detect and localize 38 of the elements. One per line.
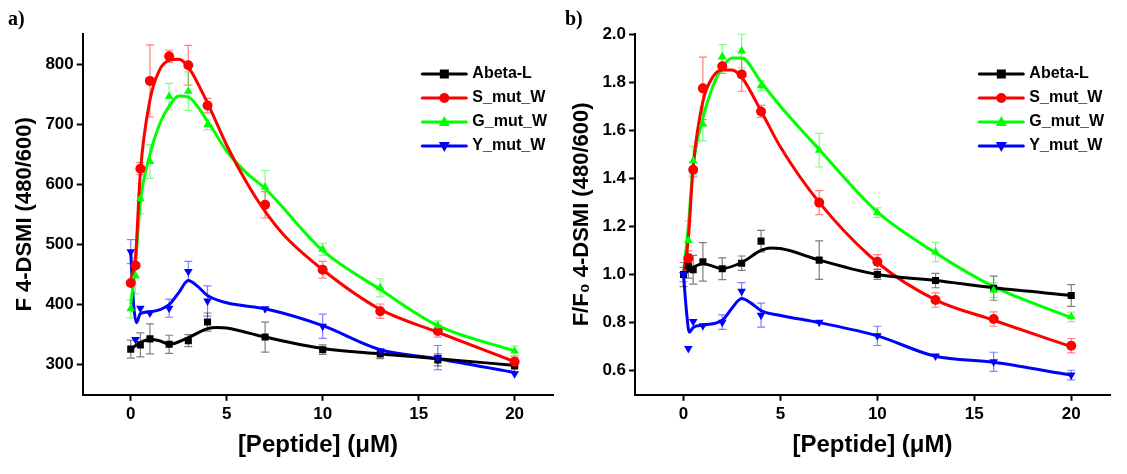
x-tick-label: 0 <box>126 403 136 423</box>
y-axis-title: F 4-DSMI (480/600) <box>11 117 37 312</box>
x-axis-title: [Peptide] (μM) <box>792 430 953 458</box>
legend-label: G_mut_W <box>1029 112 1105 130</box>
x-tick-label: 5 <box>775 403 786 423</box>
y-tick-label: 700 <box>45 113 74 133</box>
legend-label: S_mut_W <box>472 88 547 106</box>
x-tick-label: 5 <box>221 403 232 423</box>
legend-label: Abeta-L <box>472 64 533 82</box>
y-tick-label: 1.8 <box>602 71 627 91</box>
y-tick-label: 0.6 <box>602 360 627 380</box>
x-tick-label: 20 <box>1061 403 1081 423</box>
x-tick-label: 15 <box>964 403 984 423</box>
x-tick-label: 15 <box>409 403 429 423</box>
y-axis-title: F/F₀ 4-DSMI (480/600) <box>568 102 594 327</box>
y-tick-label: 1.4 <box>602 168 627 188</box>
y-tick-label: 300 <box>45 354 74 374</box>
y-tick-label: 500 <box>45 234 74 254</box>
legend-label: Abeta-L <box>1029 64 1090 82</box>
x-tick-label: 10 <box>867 403 887 423</box>
legend-label: Y_mut_W <box>1029 136 1104 154</box>
x-axis-title: [Peptide] (μM) <box>237 430 398 458</box>
y-tick-label: 600 <box>45 174 74 194</box>
y-tick-label: 0.8 <box>602 312 627 332</box>
y-tick-label: 800 <box>45 53 74 73</box>
x-tick-label: 0 <box>678 403 689 423</box>
y-tick-label: 1.0 <box>602 264 627 284</box>
legend-label: G_mut_W <box>472 112 548 130</box>
x-tick-label: 20 <box>505 403 525 423</box>
legend-label: S_mut_W <box>1029 88 1104 106</box>
chart-title: b) <box>565 7 583 31</box>
x-tick-label: 10 <box>313 403 333 423</box>
y-tick-label: 2.0 <box>602 23 627 43</box>
legend-label: Y_mut_W <box>472 136 547 154</box>
y-tick-label: 400 <box>45 294 74 314</box>
y-tick-label: 1.6 <box>602 119 627 139</box>
y-tick-label: 1.2 <box>602 216 627 236</box>
chart-title: a) <box>8 7 25 31</box>
